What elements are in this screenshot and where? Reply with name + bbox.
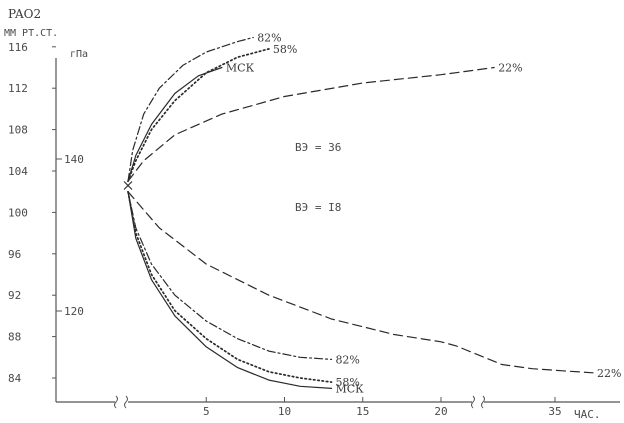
series-3-label: 22% [498, 62, 522, 75]
series-6-label: МСК [335, 382, 364, 395]
series-5-line [127, 190, 333, 383]
x-axis-break-mark-1 [114, 395, 128, 409]
x-tick-label-35: 35 [548, 405, 561, 418]
annotation-ve36: ВЭ = 36 [295, 141, 341, 154]
x-tick-label-10: 10 [278, 405, 291, 418]
hpa-tick-label-120: 120 [64, 305, 84, 318]
series-2-line [127, 48, 270, 183]
y-tick-label-88: 88 [8, 331, 21, 344]
series-4-label: 82% [335, 353, 359, 366]
x-tick-label-20: 20 [434, 405, 447, 418]
x-tick-label-5: 5 [203, 405, 210, 418]
y-tick-label-104: 104 [8, 165, 28, 178]
y-tick-label-84: 84 [8, 372, 22, 385]
series-6-line [127, 191, 333, 389]
series-5-label: 58% [335, 376, 359, 389]
y-tick-label-112: 112 [8, 82, 28, 95]
y-tick-label-96: 96 [8, 248, 21, 261]
y-axis-title: PAO2 [8, 7, 41, 21]
y-tick-label-100: 100 [8, 206, 28, 219]
series-7-line [127, 191, 594, 374]
x-tick-label-15: 15 [356, 405, 369, 418]
y-axis-unit-left: ММ РТ.СТ. [4, 28, 58, 39]
y-tick-label-108: 108 [8, 124, 28, 137]
origin-marker [123, 181, 133, 190]
y-tick-label-116: 116 [8, 41, 28, 54]
series-0-line [127, 36, 254, 182]
hpa-tick-label-140: 140 [64, 153, 84, 166]
x-axis-title: ЧАС. [574, 408, 601, 421]
series-7-label: 22% [597, 367, 621, 380]
annotation-ve18: ВЭ = I8 [295, 201, 341, 214]
y-axis-unit-right: гПа [70, 49, 88, 60]
series-1-line [127, 66, 223, 182]
y-tick-label-92: 92 [8, 289, 21, 302]
series-4-line [127, 191, 333, 360]
series-0-label: 82% [257, 31, 281, 44]
series-2-label: 58% [273, 43, 297, 56]
x-axis-break-mark-2 [471, 395, 485, 409]
series-3-line [127, 66, 495, 182]
series-1-label: МСК [226, 62, 255, 75]
